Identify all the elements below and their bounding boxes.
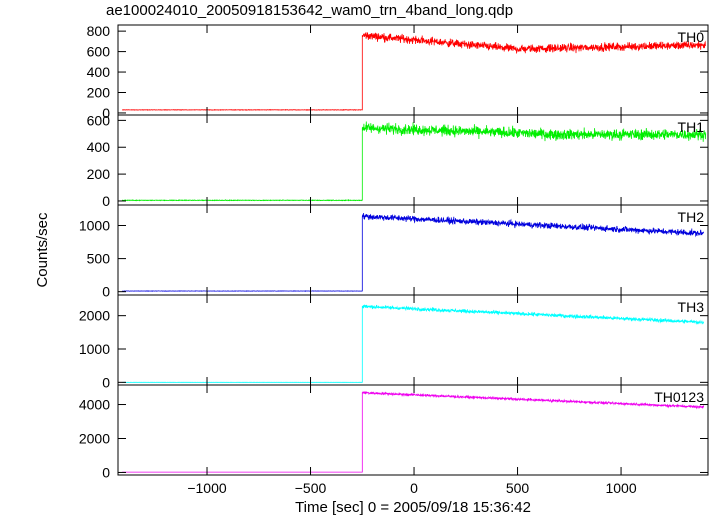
y-tick-label: 1000 xyxy=(79,218,110,234)
series-th2 xyxy=(122,212,705,292)
y-tick-label: 500 xyxy=(87,251,111,267)
panel-label-th0: TH0 xyxy=(678,29,705,45)
series-th0 xyxy=(121,32,707,111)
y-tick-label: 2000 xyxy=(79,308,110,324)
y-tick-label: 2000 xyxy=(79,430,110,446)
y-tick-label: 400 xyxy=(87,139,111,155)
x-tick-label: 1000 xyxy=(605,480,636,496)
panel-frame-th3 xyxy=(117,294,709,386)
y-tick-label: 0 xyxy=(102,284,110,300)
panel-frame-th0123 xyxy=(117,384,709,476)
y-tick-label: 0 xyxy=(102,193,110,209)
plot-title: ae100024010_20050918153642_wam0_trn_4ban… xyxy=(106,2,514,19)
x-tick-label: −500 xyxy=(295,480,327,496)
x-tick-label: −1000 xyxy=(187,480,227,496)
y-tick-label: 800 xyxy=(87,23,111,39)
panel-label-th0123: TH0123 xyxy=(654,389,704,405)
y-axis-label: Counts/sec xyxy=(34,212,51,288)
y-tick-label: 4000 xyxy=(79,397,110,413)
y-tick-label: 200 xyxy=(87,85,111,101)
y-tick-label: 0 xyxy=(102,374,110,390)
series-th3 xyxy=(121,304,705,383)
panel-label-th1: TH1 xyxy=(678,119,705,135)
x-tick-label: 0 xyxy=(410,480,418,496)
x-axis-label: Time [sec] 0 = 2005/09/18 15:36:42 xyxy=(295,499,531,516)
y-tick-label: 400 xyxy=(87,64,111,80)
panel-label-th3: TH3 xyxy=(678,299,705,315)
y-tick-label: 0 xyxy=(102,105,110,121)
y-tick-label: 600 xyxy=(87,112,111,128)
y-tick-label: 1000 xyxy=(79,341,110,357)
series-th1 xyxy=(121,121,707,202)
y-tick-label: 600 xyxy=(87,44,111,60)
panel-label-th2: TH2 xyxy=(678,209,705,225)
y-tick-label: 0 xyxy=(102,464,110,480)
series-th0123 xyxy=(122,390,705,473)
y-tick-label: 200 xyxy=(87,166,111,182)
x-tick-label: 500 xyxy=(506,480,530,496)
